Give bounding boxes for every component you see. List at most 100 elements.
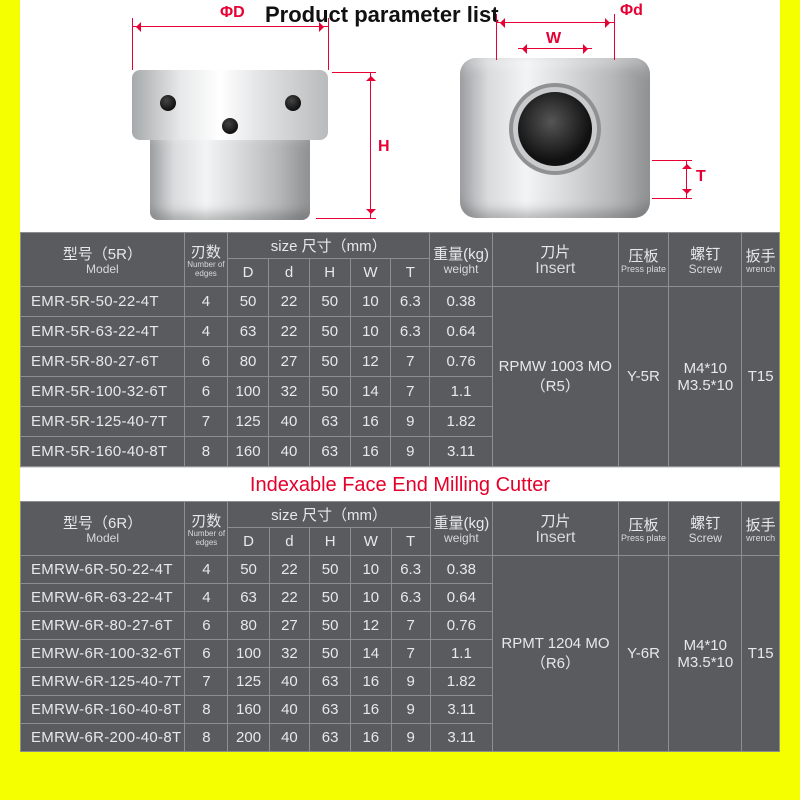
cell-d: 27 [269,612,310,640]
cell-d: 22 [269,584,310,612]
th-weight: 重量(kg)weight [430,502,492,556]
hole-icon [160,95,176,111]
table-6r: 型号（6R）Model 刃数Number of edges size 尺寸（mm… [20,501,780,752]
dim-label-T: T [696,168,706,186]
cell-pressplate: Y-5R [618,287,669,467]
th-H: H [309,259,350,287]
cell-model: EMR-5R-63-22-4T [21,317,185,347]
cell-d: 22 [269,317,310,347]
cell-weight: 0.64 [430,317,493,347]
cell-D: 50 [227,287,268,317]
table-row: EMR-5R-50-22-4T4502250106.30.38RPMW 1003… [21,287,780,317]
th-weight: 重量(kg)weight [430,233,493,287]
cell-pressplate: Y-6R [618,556,668,752]
th-size: size 尺寸（mm） [227,233,429,259]
th-edges: 刃数Number of edges [184,233,227,287]
cell-weight: 1.82 [430,407,493,437]
cell-model: EMRW-6R-100-32-6T [21,640,185,668]
cell-D: 125 [228,668,269,696]
cell-W: 10 [350,556,391,584]
dim-label-W: W [546,30,561,48]
cell-D: 63 [227,317,268,347]
dim-line [496,22,614,23]
th-screw: 螺钉Screw [669,233,742,287]
th-edges: 刃数Number of edges [185,502,228,556]
cell-W: 16 [350,668,391,696]
cell-model: EMR-5R-125-40-7T [21,407,185,437]
cell-edges: 7 [185,668,228,696]
cell-edges: 6 [185,612,228,640]
cell-edges: 7 [184,407,227,437]
cell-D: 100 [228,640,269,668]
th-W: W [350,528,391,556]
cell-T: 9 [391,724,430,752]
th-screw: 螺钉Screw [669,502,742,556]
cell-weight: 1.1 [430,377,493,407]
cell-weight: 0.64 [430,584,492,612]
cell-T: 9 [391,696,430,724]
cell-edges: 8 [185,696,228,724]
cell-T: 7 [391,347,430,377]
cell-W: 16 [350,437,391,467]
cell-edges: 6 [184,347,227,377]
hole-icon [285,95,301,111]
cell-d: 40 [269,437,310,467]
cell-W: 16 [350,724,391,752]
cell-T: 6.3 [391,556,430,584]
cell-D: 50 [228,556,269,584]
cell-weight: 3.11 [430,724,492,752]
cell-H: 50 [309,317,350,347]
cell-model: EMRW-6R-200-40-8T [21,724,185,752]
dim-label-H: H [378,138,390,156]
cell-D: 160 [228,696,269,724]
cell-T: 9 [391,437,430,467]
bore-icon [518,92,592,166]
cell-H: 63 [310,724,351,752]
cell-W: 12 [350,347,391,377]
cell-D: 80 [228,612,269,640]
cell-model: EMRW-6R-80-27-6T [21,612,185,640]
cell-W: 16 [350,407,391,437]
cell-d: 40 [269,668,310,696]
cell-d: 22 [269,556,310,584]
cell-T: 9 [391,668,430,696]
cell-T: 6.3 [391,584,430,612]
cell-weight: 1.82 [430,668,492,696]
table-row: EMRW-6R-50-22-4T4502250106.30.38RPMT 120… [21,556,780,584]
cell-W: 10 [350,584,391,612]
cell-D: 125 [227,407,268,437]
cell-model: EMRW-6R-63-22-4T [21,584,185,612]
cell-wrench: T15 [742,287,780,467]
dim-label-d: Φd [620,2,643,20]
dim-label-D: ΦD [220,4,245,22]
diagram-strip: Product parameter list ΦD H Φd W T [20,0,780,232]
dim-line [518,48,592,49]
cell-weight: 1.1 [430,640,492,668]
dim-line [132,26,328,27]
cell-weight: 0.76 [430,612,492,640]
cell-d: 22 [269,287,310,317]
cell-H: 50 [309,377,350,407]
cell-D: 100 [227,377,268,407]
cell-H: 50 [309,287,350,317]
cell-model: EMR-5R-100-32-6T [21,377,185,407]
cell-T: 7 [391,640,430,668]
th-press: 压板Press plate [618,233,669,287]
cell-H: 50 [310,556,351,584]
cell-model: EMR-5R-80-27-6T [21,347,185,377]
th-T: T [391,259,430,287]
cell-D: 200 [228,724,269,752]
th-d: d [269,259,310,287]
cell-edges: 4 [185,584,228,612]
th-H: H [310,528,351,556]
cell-D: 80 [227,347,268,377]
cell-model: EMR-5R-160-40-8T [21,437,185,467]
cell-H: 50 [310,584,351,612]
cell-W: 12 [350,612,391,640]
cell-d: 27 [269,347,310,377]
cell-model: EMRW-6R-125-40-7T [21,668,185,696]
th-D: D [227,259,268,287]
th-D: D [228,528,269,556]
cell-edges: 8 [184,437,227,467]
cell-d: 40 [269,696,310,724]
